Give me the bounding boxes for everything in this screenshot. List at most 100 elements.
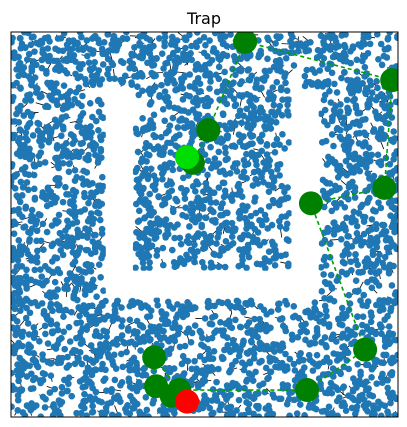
sample-point — [152, 233, 160, 241]
sample-point — [295, 314, 303, 322]
sample-point — [378, 330, 385, 338]
sample-point — [171, 319, 179, 327]
sample-point — [135, 378, 143, 386]
sample-point — [185, 109, 192, 116]
sample-point — [317, 32, 325, 40]
sample-point — [379, 379, 386, 386]
sample-point — [43, 228, 51, 236]
sample-point — [193, 32, 201, 36]
sample-point — [92, 320, 100, 327]
sample-point — [126, 316, 134, 324]
sample-point — [362, 88, 369, 96]
sample-point — [228, 87, 235, 94]
sample-point — [236, 138, 244, 146]
sample-point — [264, 95, 272, 103]
sample-point — [215, 298, 223, 306]
sample-point — [278, 182, 286, 190]
sample-point — [270, 394, 278, 401]
sample-point — [83, 178, 91, 185]
sample-point — [287, 37, 294, 45]
sample-point — [63, 57, 71, 65]
sample-point — [36, 91, 44, 98]
sample-point — [73, 173, 80, 181]
sample-point — [200, 230, 208, 238]
sample-point — [91, 59, 98, 66]
sample-point — [98, 225, 106, 233]
sample-point — [135, 207, 143, 215]
sample-point — [68, 308, 75, 316]
sample-point — [320, 358, 328, 366]
sample-point — [213, 240, 220, 247]
sample-point — [245, 408, 253, 416]
sample-point — [35, 120, 43, 128]
sample-point — [250, 116, 257, 124]
sample-point — [147, 90, 154, 98]
sample-point — [257, 303, 264, 310]
sample-point — [167, 68, 175, 76]
sample-point — [282, 213, 290, 220]
sample-point — [279, 96, 286, 104]
sample-point — [247, 337, 255, 345]
sample-point — [367, 318, 375, 326]
sample-point — [147, 165, 155, 173]
sample-point — [160, 168, 167, 175]
sample-point — [218, 222, 226, 229]
sample-point — [174, 301, 181, 308]
sample-point — [39, 220, 47, 228]
sample-point — [59, 307, 67, 315]
sample-point — [28, 206, 36, 214]
sample-point — [146, 50, 154, 57]
sample-point — [363, 260, 371, 268]
sample-point — [318, 240, 326, 247]
sample-point — [271, 262, 279, 269]
sample-point — [349, 178, 356, 186]
sample-point — [351, 331, 359, 339]
sample-point — [232, 119, 239, 127]
sample-point — [54, 286, 61, 293]
sample-point — [39, 393, 47, 401]
sample-point — [270, 141, 278, 149]
sample-point — [336, 315, 344, 322]
sample-point — [393, 211, 398, 219]
sample-point — [97, 147, 105, 155]
sample-point — [95, 127, 102, 134]
sample-point — [207, 78, 214, 85]
sample-point — [143, 406, 151, 414]
sample-point — [212, 393, 220, 401]
sample-point — [333, 338, 340, 345]
sample-point — [226, 368, 233, 376]
sample-point — [37, 129, 44, 137]
sample-point — [243, 150, 250, 158]
sample-point — [23, 373, 31, 380]
path-edge — [207, 41, 246, 131]
sample-point — [320, 271, 327, 278]
sample-point — [259, 108, 266, 115]
sample-point — [134, 164, 141, 172]
sample-point — [76, 32, 84, 36]
sample-point — [236, 215, 243, 222]
sample-point — [291, 367, 299, 374]
sample-point — [215, 55, 223, 62]
sample-point — [378, 230, 386, 238]
sample-point — [282, 79, 289, 87]
sample-point — [326, 158, 333, 166]
sample-point — [28, 212, 35, 219]
sample-point — [206, 355, 214, 363]
sample-point — [100, 314, 107, 322]
sample-point — [153, 252, 161, 259]
sample-point — [256, 359, 263, 366]
sample-point — [245, 400, 253, 408]
sample-point — [196, 37, 203, 44]
sample-point — [148, 43, 155, 50]
sample-point — [266, 67, 273, 74]
sample-point — [285, 260, 292, 268]
sample-point — [194, 194, 202, 201]
sample-point — [384, 35, 392, 43]
sample-point — [271, 348, 278, 355]
sample-point — [262, 364, 270, 372]
sample-point — [380, 221, 388, 229]
sample-point — [159, 105, 167, 113]
sample-point — [38, 64, 46, 72]
sample-point — [232, 316, 239, 324]
path-node — [144, 374, 169, 399]
